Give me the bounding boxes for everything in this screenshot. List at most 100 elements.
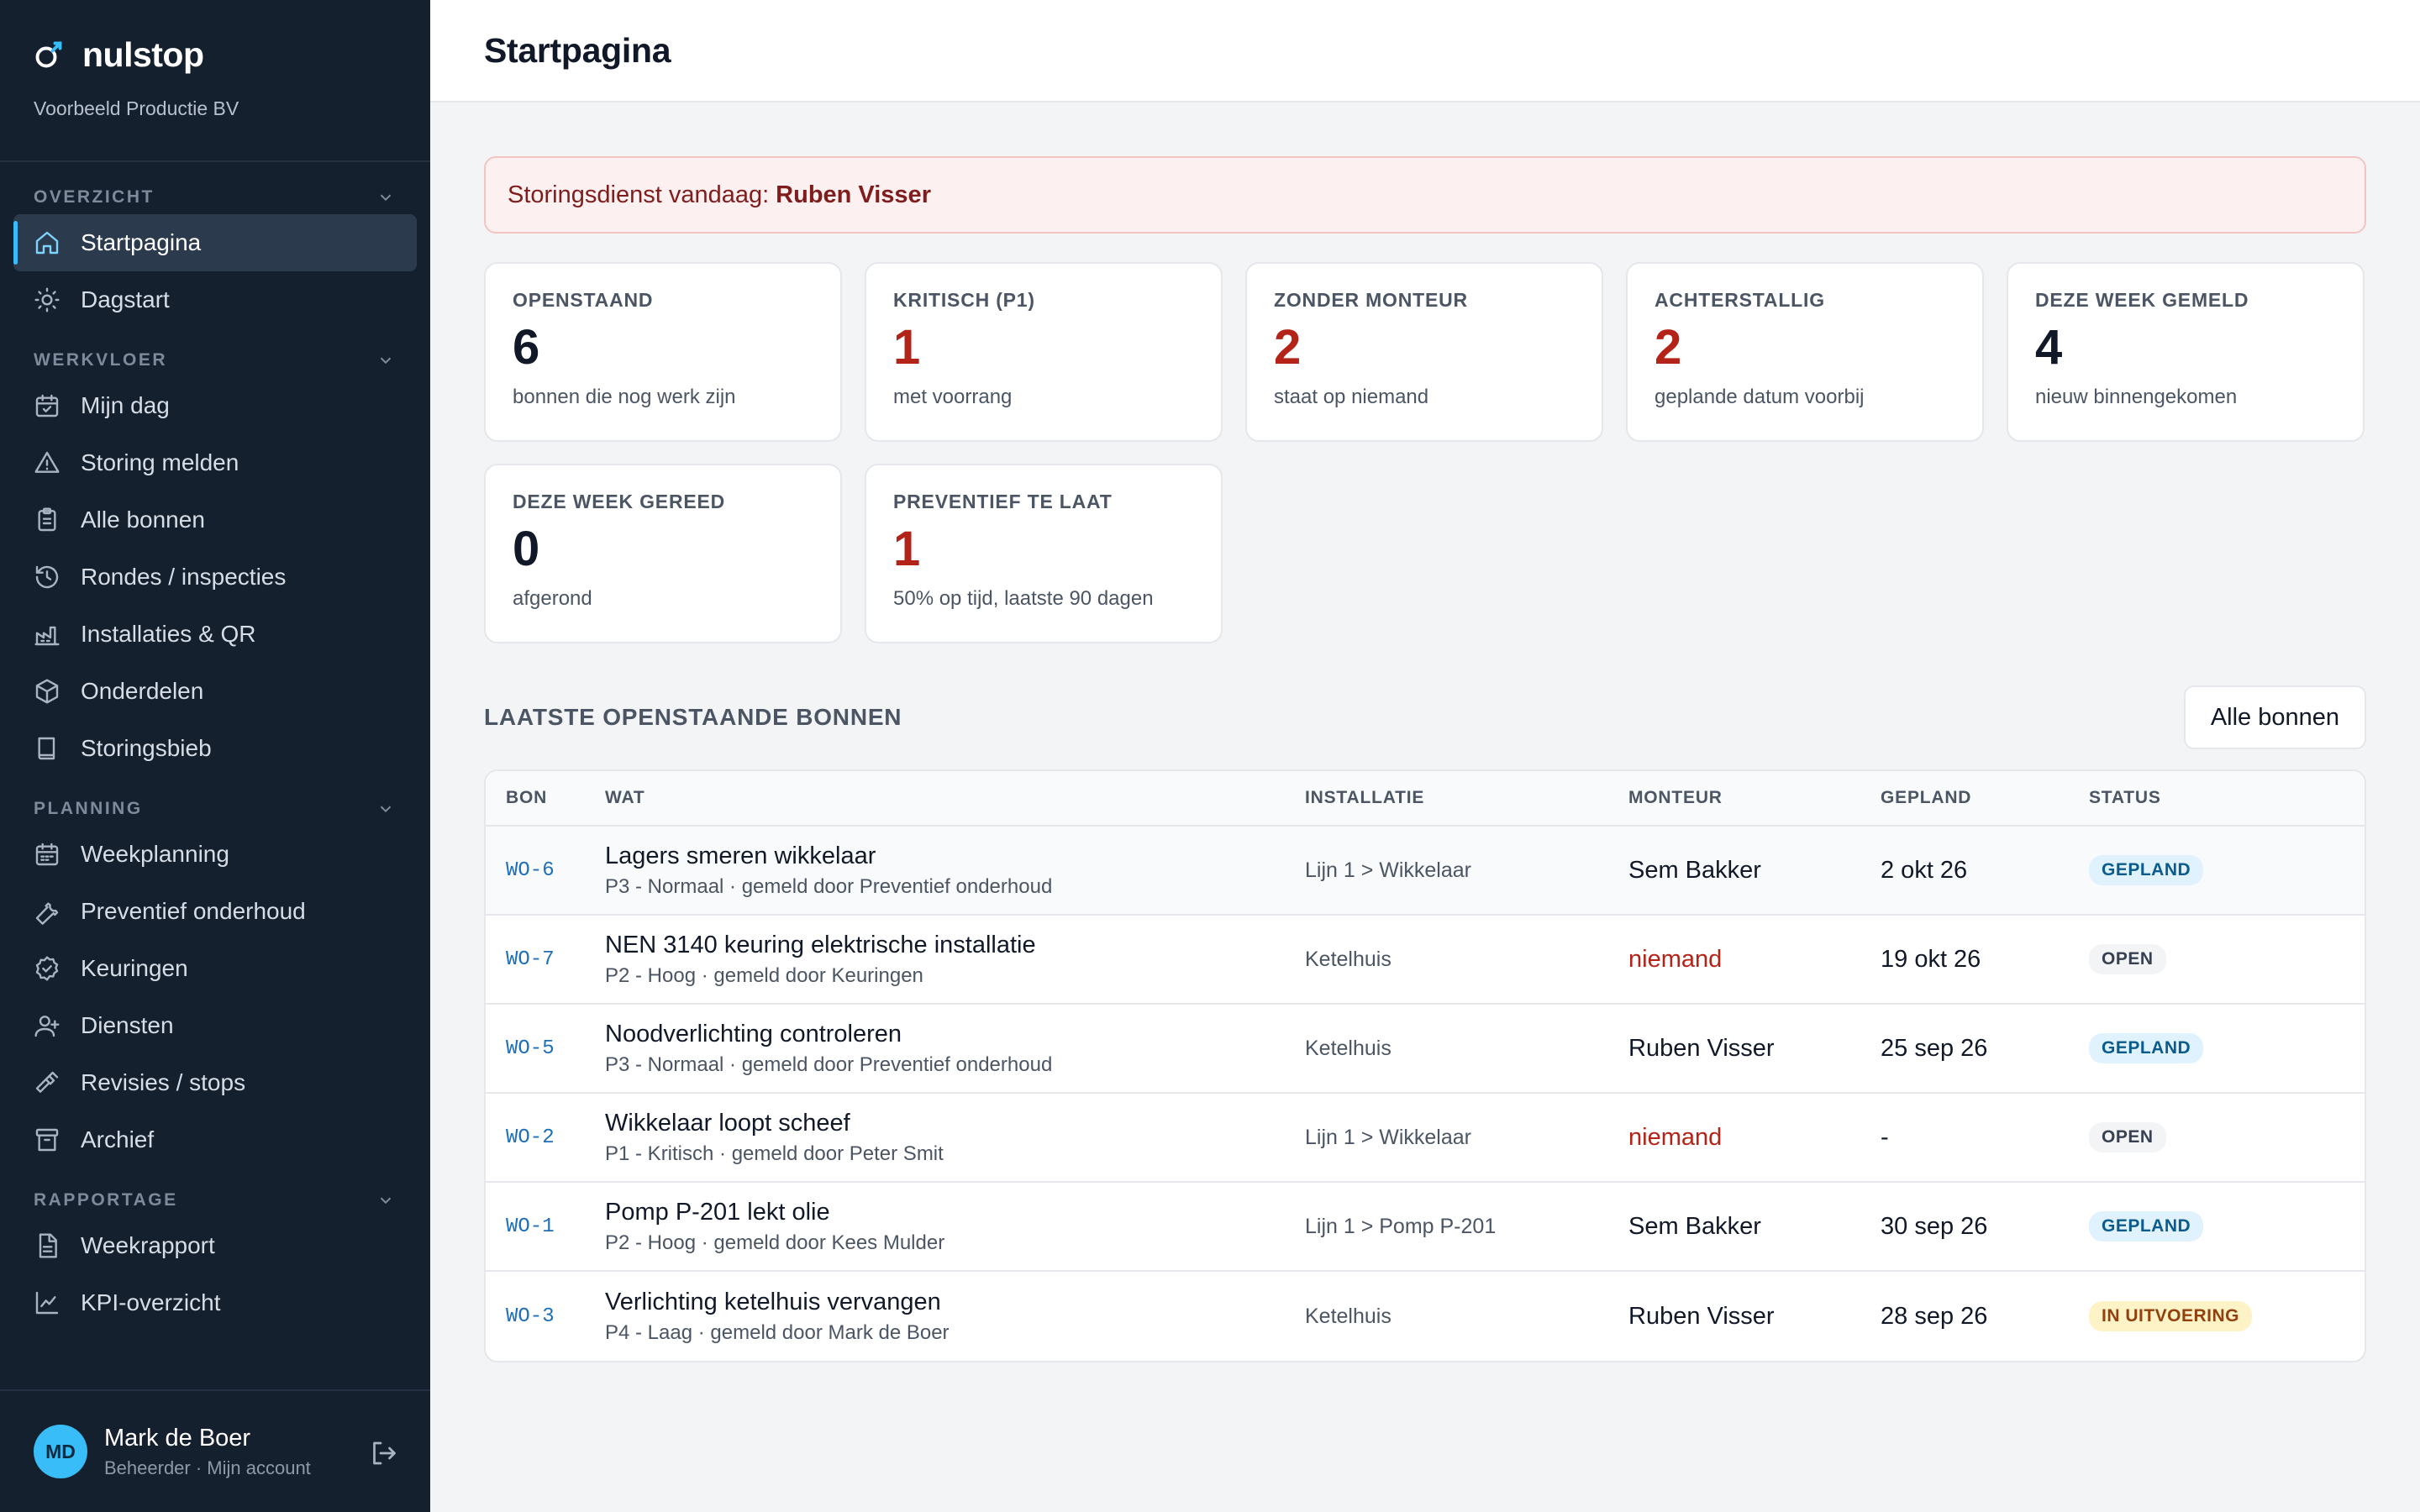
card-value: 0 [513, 522, 540, 576]
user-role[interactable]: Beheerder · Mijn account [104, 1457, 311, 1478]
column-header-status[interactable]: STATUS [2089, 788, 2161, 807]
kpi-card-kritisch[interactable]: KRITISCH (P1) 1 met voorrang [865, 262, 1223, 442]
sidebar-item-weekrapport[interactable]: Weekrapport [13, 1217, 417, 1274]
sidebar-item-keuringen[interactable]: Keuringen [13, 940, 417, 997]
order-technician: Ruben Visser [1628, 1034, 1775, 1062]
order-title[interactable]: Wikkelaar loopt scheef [605, 1109, 850, 1137]
table-row[interactable]: WO-2 Wikkelaar loopt scheef P1 - Kritisch… [486, 1094, 2365, 1183]
topbar: Startpagina [430, 0, 2420, 102]
section-planning[interactable]: PLANNING [0, 792, 430, 826]
all-orders-button[interactable]: Alle bonnen [2183, 685, 2366, 749]
logo-icon [35, 41, 62, 68]
sidebar-item-preventief-onderhoud[interactable]: Preventief onderhoud [13, 883, 417, 940]
table-row[interactable]: WO-7 NEN 3140 keuring elektrische instal… [486, 916, 2365, 1005]
factory-icon [34, 626, 60, 646]
avatar[interactable]: MD [34, 1425, 87, 1478]
kpi-card-achterstallig[interactable]: ACHTERSTALLIG 2 geplande datum voorbij [1626, 262, 1984, 442]
column-header-installatie[interactable]: INSTALLATIE [1305, 788, 1425, 807]
section-title: WERKVLOER [34, 350, 167, 370]
sidebar-item-diensten[interactable]: Diensten [13, 997, 417, 1054]
sidebar-item-label: Alle bonnen [81, 507, 205, 533]
sidebar-item-label: Revisies / stops [81, 1069, 246, 1095]
order-id-link[interactable]: WO-5 [506, 1037, 555, 1060]
table-row[interactable]: WO-6 Lagers smeren wikkelaar P3 - Normaal… [486, 827, 2365, 916]
sidebar-item-dagstart[interactable]: Dagstart [13, 271, 417, 328]
order-meta: P2 - Hoog · gemeld door Kees Mulder [605, 1231, 945, 1254]
sidebar-item-rondes-inspecties[interactable]: Rondes / inspecties [13, 549, 417, 606]
clipboard-icon [38, 507, 56, 532]
card-value: 1 [893, 522, 921, 576]
sidebar-item-kpi-overzicht[interactable]: KPI-overzicht [13, 1274, 417, 1331]
card-label: ACHTERSTALLIG [1655, 289, 1825, 311]
order-installation: Ketelhuis [1305, 947, 1392, 971]
sidebar-item-label: Diensten [81, 1012, 174, 1038]
column-header-wat[interactable]: WAT [605, 788, 645, 807]
logo[interactable]: nulstop [34, 34, 403, 76]
dashboard: Storingsdienst vandaag: Ruben Visser OPE… [430, 102, 2420, 1362]
section-overzicht[interactable]: OVERZICHT [0, 181, 430, 214]
kpi-card-deze-week-gemeld[interactable]: DEZE WEEK GEMELD 4 nieuw binnengekomen [2007, 262, 2365, 442]
kpi-cards: OPENSTAAND 6 bonnen die nog werk zijn KR… [484, 262, 2366, 643]
kpi-card-deze-week-gereed[interactable]: DEZE WEEK GEREED 0 afgerond [484, 464, 842, 643]
section-title: OVERZICHT [34, 187, 155, 207]
card-label: KRITISCH (P1) [893, 289, 1035, 311]
sidebar-item-label: Storingsbieb [81, 735, 212, 761]
card-subtitle: nieuw binnengekomen [2035, 386, 2238, 408]
table-row[interactable]: WO-1 Pomp P-201 lekt olie P2 - Hoog · gem… [486, 1183, 2365, 1272]
column-header-monteur[interactable]: MONTEUR [1628, 788, 1723, 807]
order-meta: P3 - Normaal · gemeld door Preventief on… [605, 874, 1053, 898]
chevron-down-icon [380, 357, 392, 365]
order-id-link[interactable]: WO-2 [506, 1126, 555, 1149]
section-werkvloer[interactable]: WERKVLOER [0, 344, 430, 377]
order-title[interactable]: NEN 3140 keuring elektrische installatie [605, 931, 1036, 958]
hammer-icon [35, 1071, 59, 1093]
sidebar-item-alle-bonnen[interactable]: Alle bonnen [13, 491, 417, 549]
sun-icon [34, 287, 60, 312]
brand: nulstop Voorbeeld Productie BV [0, 0, 430, 162]
order-title[interactable]: Verlichting ketelhuis vervangen [605, 1288, 941, 1315]
order-id-link[interactable]: WO-1 [506, 1215, 555, 1238]
order-id-link[interactable]: WO-3 [506, 1305, 555, 1328]
sidebar-item-label: Startpagina [81, 229, 202, 255]
order-installation: Lijn 1 > Wikkelaar [1305, 858, 1471, 882]
sidebar-item-storing-melden[interactable]: Storing melden [13, 434, 417, 491]
chevron-down-icon [380, 194, 392, 202]
table-header: BON WAT INSTALLATIE MONTEUR GEPLAND STAT… [486, 771, 2365, 827]
table-row[interactable]: WO-3 Verlichting ketelhuis vervangen P4 -… [486, 1272, 2365, 1361]
card-subtitle: staat op niemand [1274, 386, 1429, 408]
order-title[interactable]: Pomp P-201 lekt olie [605, 1198, 830, 1226]
order-id-link[interactable]: WO-6 [506, 858, 555, 882]
sidebar: nulstop Voorbeeld Productie BV OVERZICHT… [0, 0, 430, 1512]
kpi-card-openstaand[interactable]: OPENSTAAND 6 bonnen die nog werk zijn [484, 262, 842, 442]
sidebar-item-onderdelen[interactable]: Onderdelen [13, 663, 417, 720]
sidebar-item-weekplanning[interactable]: Weekplanning [13, 826, 417, 883]
section-rapportage[interactable]: RAPPORTAGE [0, 1184, 430, 1217]
sidebar-item-mijn-dag[interactable]: Mijn dag [13, 377, 417, 434]
sidebar-item-installaties-qr[interactable]: Installaties & QR [13, 606, 417, 663]
table-row[interactable]: WO-5 Noodverlichting controleren P3 - Nor… [486, 1005, 2365, 1094]
order-title[interactable]: Lagers smeren wikkelaar [605, 842, 876, 869]
order-meta: P4 - Laag · gemeld door Mark de Boer [605, 1320, 950, 1344]
sidebar-nav: OVERZICHT Startpagina Dagstart WERKVLOER… [0, 162, 430, 1331]
column-header-bon[interactable]: BON [506, 788, 548, 807]
user-panel[interactable]: MD Mark de Boer Beheerder · Mijn account [0, 1389, 430, 1512]
on-call-alert: Storingsdienst vandaag: Ruben Visser [484, 156, 2366, 234]
card-value: 4 [2035, 320, 2063, 375]
sidebar-item-label: Installaties & QR [81, 621, 256, 647]
sidebar-item-storingsbieb[interactable]: Storingsbieb [13, 720, 417, 777]
order-id-link[interactable]: WO-7 [506, 948, 555, 971]
sidebar-item-archief[interactable]: Archief [13, 1111, 417, 1168]
logout-icon[interactable] [368, 1438, 398, 1468]
card-subtitle: bonnen die nog werk zijn [513, 386, 736, 408]
order-meta: P2 - Hoog · gemeld door Keuringen [605, 963, 923, 987]
column-header-gepland[interactable]: GEPLAND [1881, 788, 1972, 807]
kpi-card-preventief-te-laat[interactable]: PREVENTIEF TE LAAT 1 50% op tijd, laatst… [865, 464, 1223, 643]
sidebar-item-startpagina[interactable]: Startpagina [13, 214, 417, 271]
order-title[interactable]: Noodverlichting controleren [605, 1020, 902, 1047]
order-planned-date: 2 okt 26 [1881, 856, 1968, 884]
order-installation: Lijn 1 > Pomp P-201 [1305, 1214, 1497, 1238]
sidebar-item-revisies-stops[interactable]: Revisies / stops [13, 1054, 417, 1111]
calendar-check-icon [35, 394, 59, 417]
chevron-down-icon [380, 806, 392, 813]
kpi-card-zonder-monteur[interactable]: ZONDER MONTEUR 2 staat op niemand [1245, 262, 1603, 442]
